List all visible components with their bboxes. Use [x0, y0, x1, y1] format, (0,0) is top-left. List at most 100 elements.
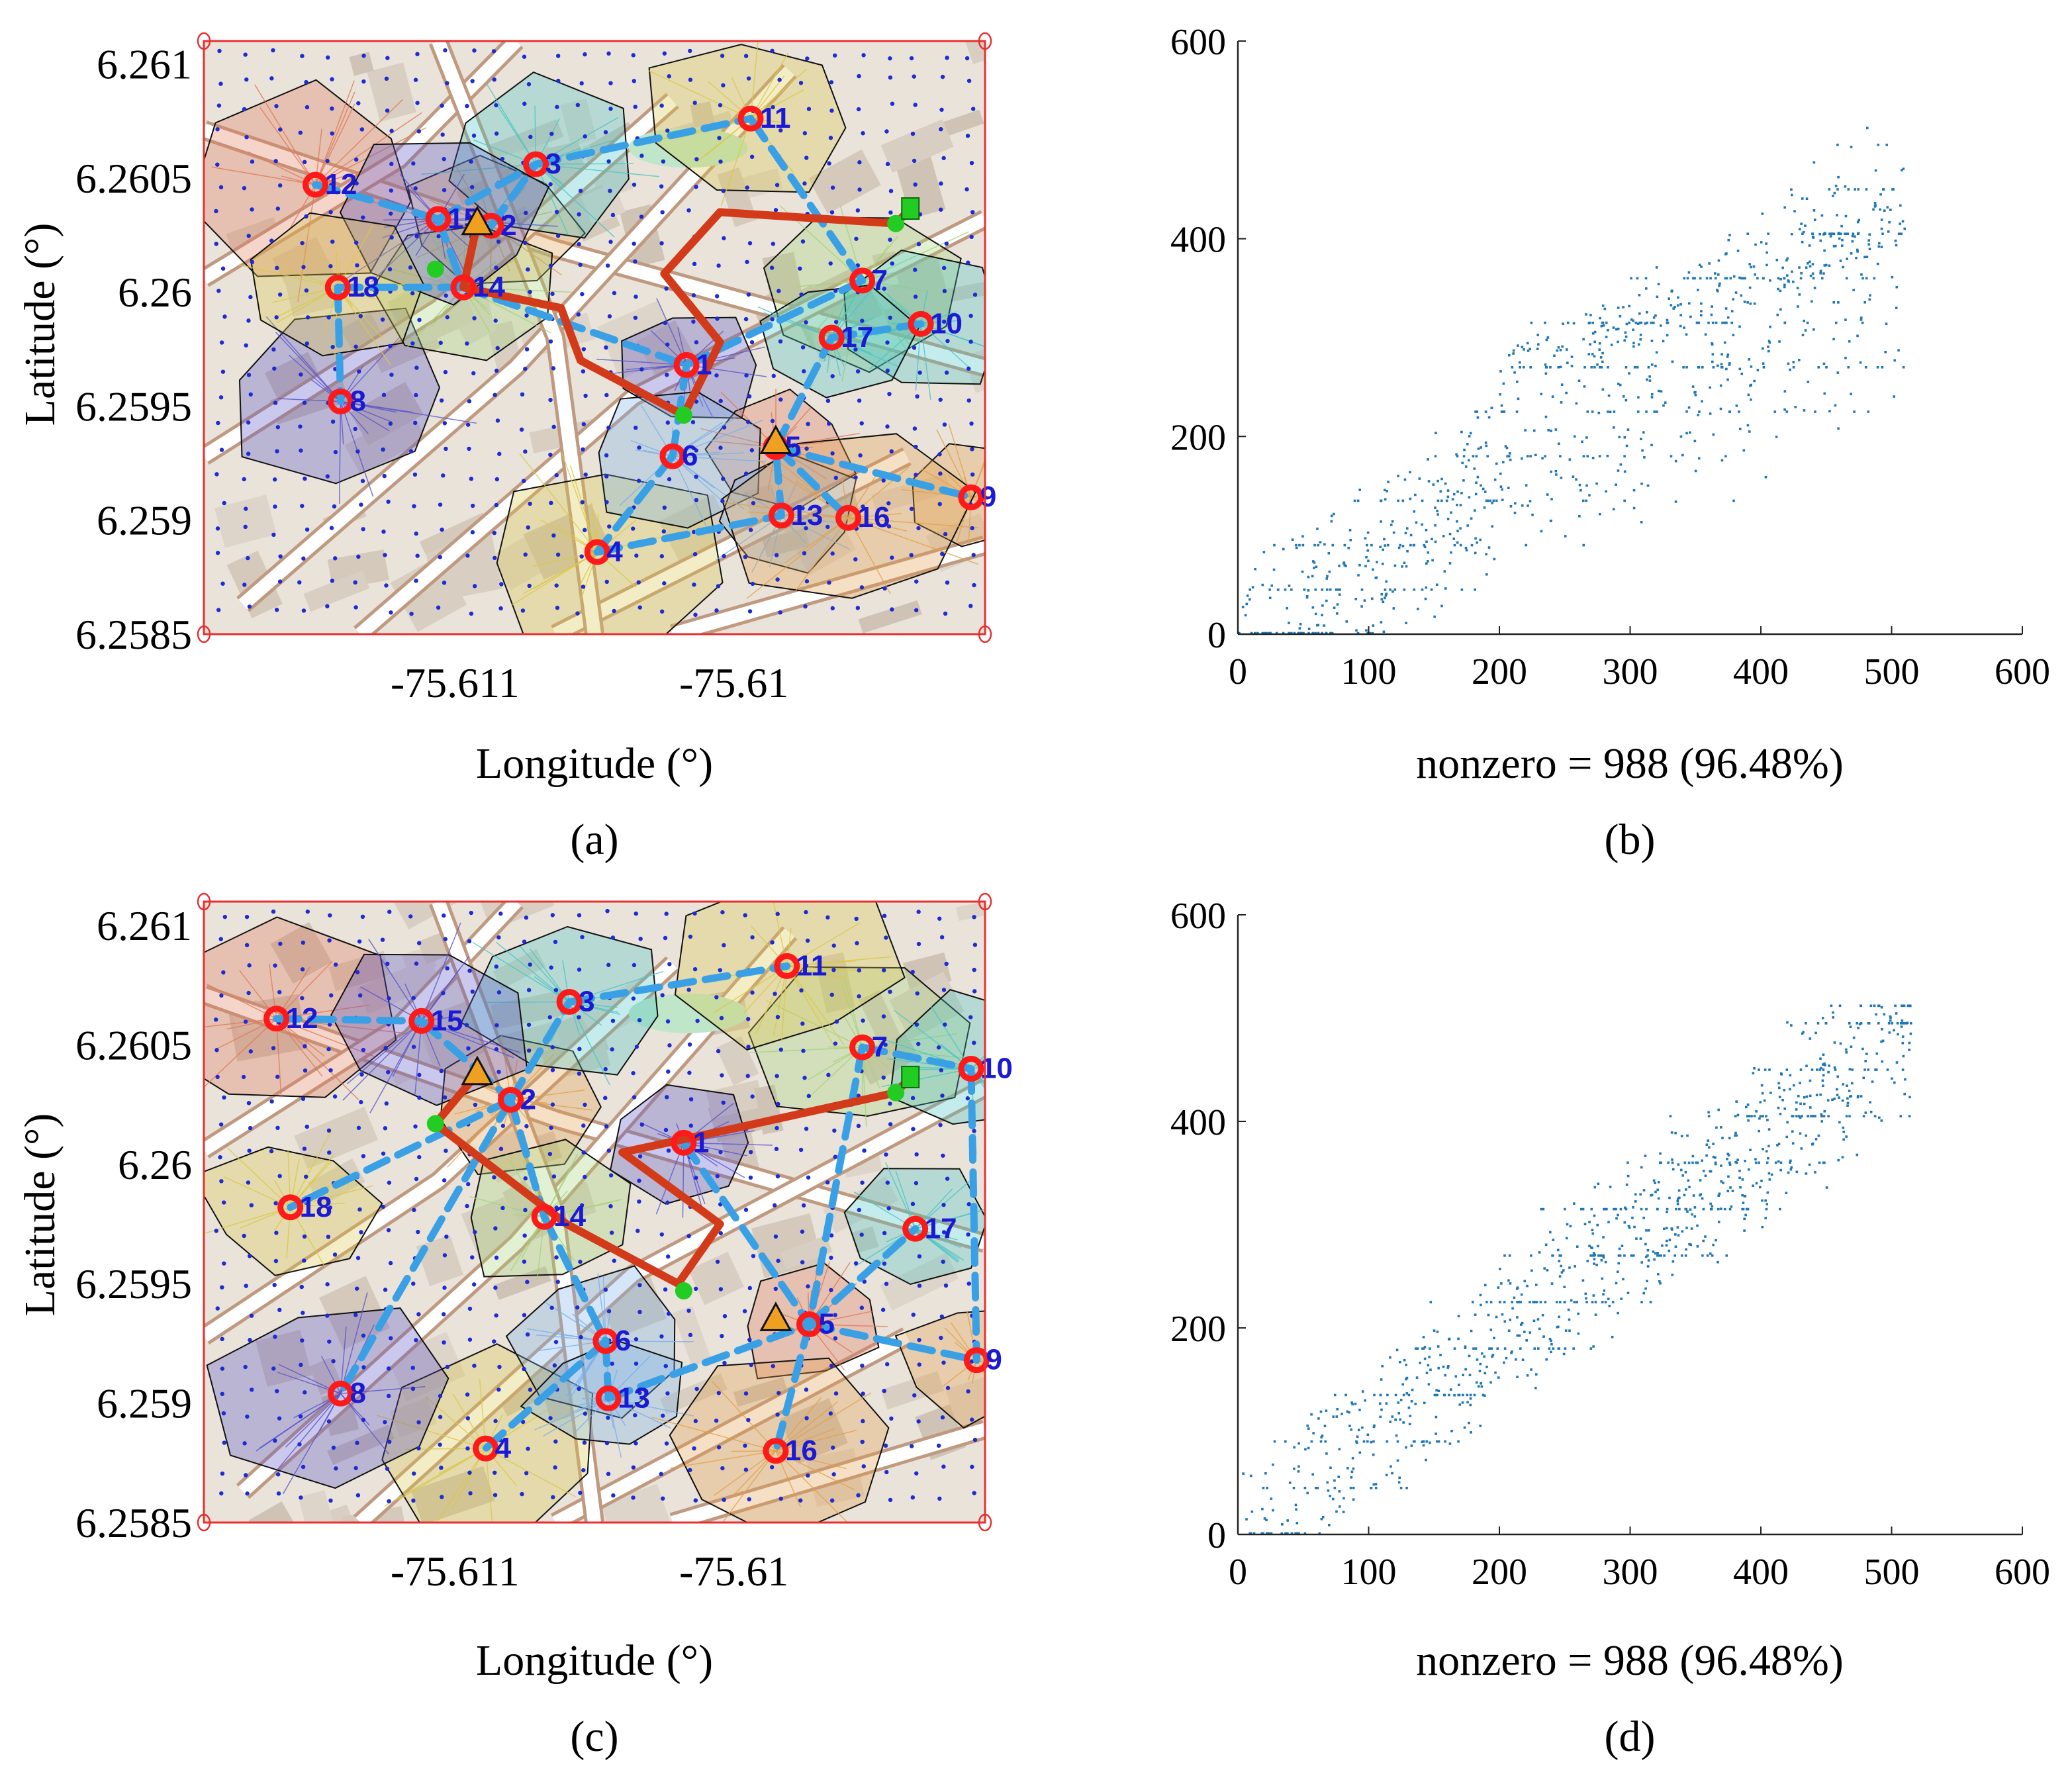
- user-dot: [799, 292, 804, 297]
- spy-point: [1847, 366, 1850, 369]
- user-dot: [302, 400, 307, 405]
- spy-point: [1671, 1158, 1673, 1161]
- user-dot: [833, 289, 838, 293]
- spy-point: [1336, 1407, 1339, 1411]
- spy-point: [1440, 477, 1443, 481]
- y-tick-label: 6.2585: [75, 1499, 192, 1546]
- spy-point: [1786, 274, 1789, 277]
- user-dot: [694, 448, 698, 453]
- user-dot: [972, 915, 976, 919]
- user-dot: [445, 315, 449, 320]
- user-dot: [881, 1014, 886, 1019]
- user-dot: [608, 240, 613, 244]
- spy-point: [1724, 307, 1728, 310]
- spy-point: [1639, 1193, 1642, 1196]
- spy-point: [1639, 334, 1642, 336]
- spy-point: [1348, 1425, 1351, 1427]
- user-dot: [606, 1472, 611, 1476]
- spy-point: [1456, 520, 1458, 523]
- spy-point: [1794, 406, 1797, 408]
- user-dot: [548, 397, 553, 402]
- spy-point: [1545, 338, 1548, 342]
- user-dot: [357, 993, 363, 998]
- spy-point: [1748, 358, 1751, 361]
- user-dot: [361, 1154, 366, 1158]
- spy-point: [1264, 1472, 1267, 1475]
- spy-point: [1403, 561, 1406, 565]
- spy-point: [1455, 453, 1458, 456]
- spy-point: [1723, 321, 1726, 324]
- spy-point: [1422, 1444, 1425, 1447]
- spy-point: [1805, 1172, 1808, 1175]
- user-dot: [913, 295, 918, 299]
- user-dot: [749, 448, 755, 453]
- dashed-link: [772, 443, 852, 522]
- node-label: 1: [696, 348, 712, 381]
- spy-point: [1297, 632, 1300, 635]
- cluster-polygon: [721, 433, 977, 599]
- spy-point: [1723, 1207, 1726, 1211]
- spy-point: [1358, 563, 1361, 567]
- spy-point: [1701, 400, 1703, 402]
- corner-marker: [978, 892, 992, 911]
- user-dot: [388, 344, 393, 349]
- spy-point: [1261, 583, 1264, 587]
- user-dot: [467, 968, 472, 973]
- user-dot: [493, 1226, 498, 1231]
- user-dot: [918, 370, 922, 375]
- spy-point: [1394, 1419, 1397, 1421]
- cluster-spoke: [720, 391, 777, 447]
- spy-point: [1785, 410, 1789, 413]
- user-dot: [355, 1440, 359, 1445]
- spy-point: [1530, 1368, 1532, 1371]
- map-axes: 6.2616.26056.266.25956.2596.2585-75.611-…: [75, 32, 992, 706]
- spy-point: [1739, 1186, 1742, 1189]
- spy-point: [1626, 1161, 1629, 1164]
- panel-label-d: (d): [1605, 1713, 1656, 1761]
- user-dot: [494, 1313, 498, 1318]
- cluster-spoke: [686, 364, 767, 377]
- user-dot: [716, 1049, 721, 1054]
- spy-point: [1435, 583, 1438, 587]
- spy-point: [1558, 1301, 1562, 1303]
- spy-point: [1901, 169, 1903, 171]
- user-dot: [778, 339, 783, 344]
- spy-point: [1728, 362, 1731, 365]
- user-dot: [410, 291, 415, 296]
- user-dot: [694, 475, 698, 479]
- spy-point: [1837, 232, 1840, 235]
- user-dot: [244, 943, 250, 947]
- user-dot: [386, 1366, 391, 1371]
- spy-point: [1798, 1115, 1801, 1117]
- map-street: [204, 902, 522, 1156]
- user-dot: [860, 318, 865, 323]
- spy-point: [1591, 1229, 1594, 1232]
- spy-point: [1554, 428, 1558, 431]
- spy-point: [1893, 359, 1897, 362]
- spy-point: [1457, 1315, 1460, 1317]
- user-dot: [248, 1125, 253, 1131]
- user-dot: [411, 1498, 416, 1503]
- user-dot: [359, 1230, 363, 1235]
- cluster-spoke: [310, 379, 341, 402]
- spy-point: [1634, 321, 1638, 324]
- spy-point: [1563, 1286, 1566, 1288]
- spy-point: [1790, 193, 1793, 197]
- corner-marker: [197, 892, 211, 911]
- user-dot: [665, 1019, 671, 1024]
- spy-point: [1331, 632, 1334, 635]
- spy-point: [1485, 444, 1488, 447]
- spy-point: [1838, 1096, 1840, 1099]
- user-dot: [970, 526, 974, 531]
- spy-point: [1503, 410, 1506, 413]
- user-dot: [300, 1338, 305, 1343]
- spy-point: [1492, 499, 1495, 502]
- user-dot: [304, 79, 308, 85]
- spy-point: [1435, 1432, 1437, 1435]
- spy-point: [1823, 392, 1826, 395]
- spy-point: [1379, 545, 1382, 549]
- user-dot: [526, 267, 530, 272]
- spy-point: [1879, 208, 1881, 211]
- spy-point: [1254, 632, 1256, 635]
- user-dot: [330, 344, 335, 350]
